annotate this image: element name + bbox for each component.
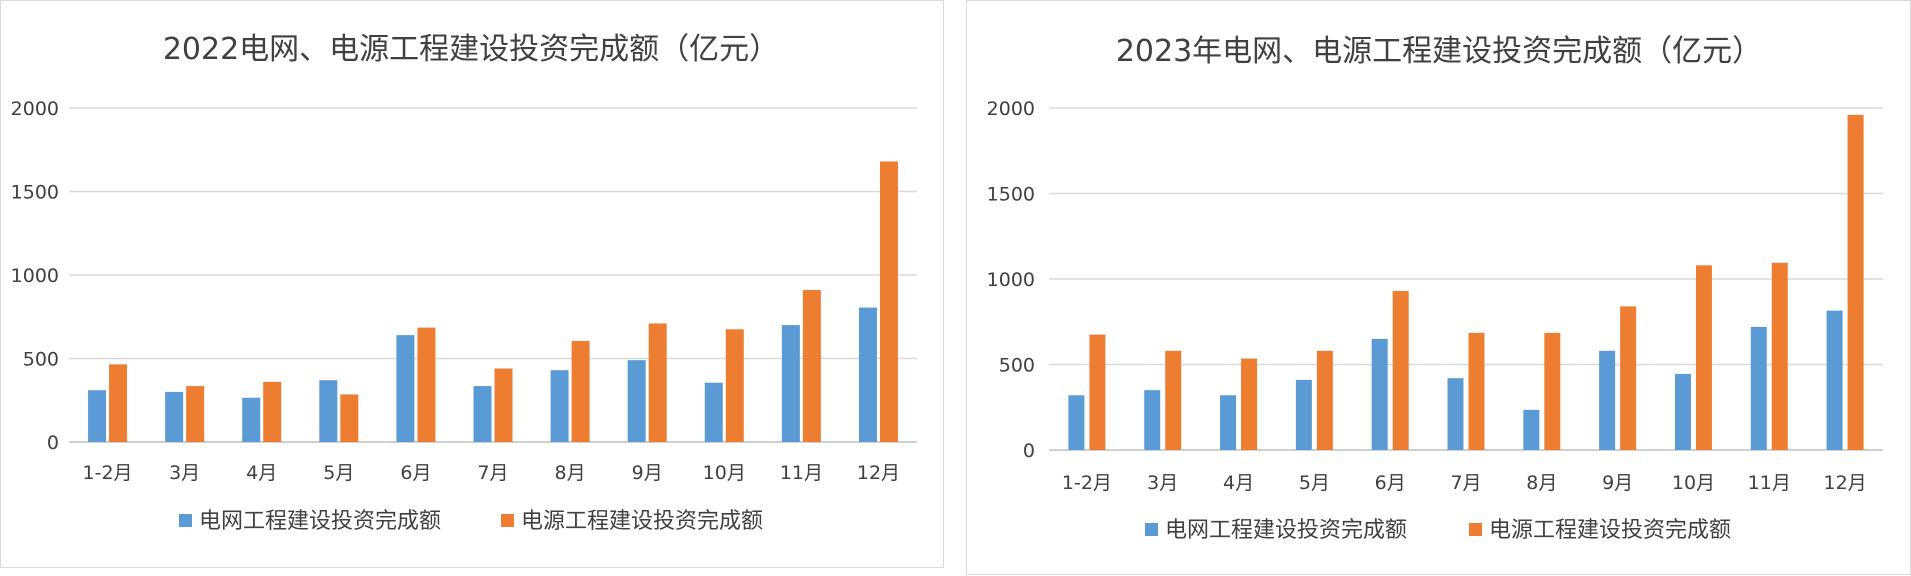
x-tick-label: 4月	[246, 462, 277, 484]
bar-grid-8月	[550, 370, 569, 442]
y-tick-label: 500	[23, 349, 59, 371]
bar-power-10月	[1695, 265, 1712, 450]
bar-power-9月	[1620, 306, 1637, 450]
bar-power-4月	[263, 381, 282, 442]
bar-grid-4月	[1220, 395, 1237, 450]
bar-grid-12月	[1826, 310, 1843, 450]
chart-panel-2022: 2022电网、电源工程建设投资完成额（亿元） 0 500 1000 1500 2000 1-…	[0, 0, 944, 568]
bar-grid-11月	[1750, 326, 1767, 450]
bar-power-11月	[1771, 262, 1788, 450]
y-tick-label: 1500	[11, 182, 59, 204]
x-tick-label: 1-2月	[83, 462, 133, 484]
bar-power-6月	[1392, 290, 1409, 450]
x-tick-label: 8月	[555, 462, 586, 484]
bar-power-5月	[1316, 350, 1333, 450]
legend-swatch	[179, 514, 192, 527]
bar-power-7月	[494, 368, 513, 442]
chart-title: 2023年电网、电源工程建设投资完成额（亿元）	[1116, 34, 1762, 69]
y-tick-label: 1000	[11, 265, 59, 287]
bar-grid-3月	[165, 391, 184, 442]
x-tick-label: 9月	[1602, 472, 1633, 494]
bar-chart-2022: 2022电网、电源工程建设投资完成额（亿元） 0 500 1000 1500 2000 1-…	[11, 32, 917, 534]
x-tick-label: 3月	[1147, 472, 1178, 494]
bar-power-8月	[571, 340, 590, 442]
bar-grid-12月	[858, 307, 877, 442]
bar-grid-7月	[1447, 378, 1464, 450]
y-tick-label: 2000	[987, 98, 1035, 120]
bar-power-10月	[725, 329, 744, 442]
bar-power-3月	[1165, 350, 1182, 450]
legend-label: 电源工程建设投资完成额	[521, 509, 763, 534]
bar-power-11月	[802, 290, 821, 442]
x-tick-label: 10月	[1672, 472, 1715, 494]
x-tick-label: 1-2月	[1062, 472, 1112, 494]
bar-grid-6月	[1371, 338, 1388, 450]
x-tick-label: 8月	[1526, 472, 1557, 494]
bar-grid-1-2月	[88, 390, 107, 442]
bar-grid-9月	[1599, 350, 1616, 450]
bar-grid-5月	[1295, 379, 1312, 450]
bar-grid-8月	[1523, 409, 1540, 450]
legend-label: 电网工程建设投资完成额	[1165, 518, 1407, 543]
bar-power-8月	[1544, 332, 1561, 450]
y-tick-label: 1500	[987, 184, 1035, 206]
legend-label: 电网工程建设投资完成额	[199, 509, 441, 534]
legend-label: 电源工程建设投资完成额	[1489, 518, 1731, 543]
bar-power-4月	[1241, 358, 1258, 450]
x-tick-label: 7月	[477, 462, 508, 484]
x-tick-label: 12月	[857, 462, 900, 484]
legend-swatch	[1145, 523, 1158, 536]
bar-grid-6月	[396, 335, 415, 442]
legend-swatch	[501, 514, 514, 527]
bar-grid-1-2月	[1068, 395, 1085, 450]
bar-power-12月	[879, 161, 898, 442]
x-tick-label: 11月	[1748, 472, 1791, 494]
y-tick-label: 1000	[987, 269, 1035, 291]
x-tick-label: 7月	[1450, 472, 1481, 494]
x-tick-label: 6月	[400, 462, 431, 484]
x-tick-label: 10月	[703, 462, 746, 484]
bar-grid-9月	[627, 360, 646, 442]
x-tick-label: 4月	[1223, 472, 1254, 494]
bar-grid-4月	[242, 397, 261, 442]
bar-grid-10月	[704, 382, 723, 442]
bar-power-12月	[1847, 114, 1864, 450]
y-tick-label: 0	[47, 432, 59, 454]
x-tick-label: 11月	[780, 462, 823, 484]
x-tick-label: 5月	[323, 462, 354, 484]
bar-power-1-2月	[109, 364, 128, 442]
x-tick-label: 12月	[1823, 472, 1866, 494]
y-tick-label: 0	[1023, 440, 1035, 462]
chart-title: 2022电网、电源工程建设投资完成额（亿元）	[163, 32, 779, 67]
bar-power-5月	[340, 394, 359, 442]
y-tick-label: 2000	[11, 98, 59, 120]
y-tick-label: 500	[999, 355, 1035, 377]
bar-grid-7月	[473, 386, 492, 442]
chart-panel-2023: 2023年电网、电源工程建设投资完成额（亿元） 0 500 1000 1500 2000 1…	[966, 0, 1911, 575]
bar-chart-2023: 2023年电网、电源工程建设投资完成额（亿元） 0 500 1000 1500 2000 1…	[987, 34, 1883, 543]
bar-power-7月	[1468, 332, 1485, 450]
bar-grid-11月	[781, 325, 800, 442]
bar-power-1-2月	[1089, 334, 1106, 450]
bar-power-9月	[648, 323, 667, 442]
bar-grid-5月	[319, 380, 338, 442]
bar-power-6月	[417, 327, 436, 442]
legend-swatch	[1469, 523, 1482, 536]
bar-power-3月	[186, 386, 205, 442]
bar-grid-10月	[1674, 373, 1691, 450]
x-tick-label: 3月	[169, 462, 200, 484]
x-tick-label: 6月	[1375, 472, 1406, 494]
bar-grid-3月	[1144, 390, 1161, 450]
x-tick-label: 5月	[1299, 472, 1330, 494]
x-tick-label: 9月	[632, 462, 663, 484]
